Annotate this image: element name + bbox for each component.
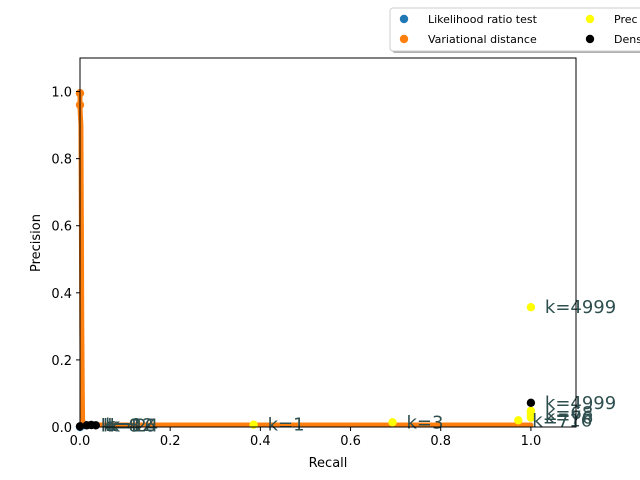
legend-label-2: Prec — [614, 13, 638, 26]
dens-point-0 — [526, 398, 536, 407]
point-annotation-4: k=716 — [532, 410, 592, 431]
prec-point-7 — [526, 406, 536, 416]
dens-point-4 — [91, 421, 101, 430]
prec-point-0 — [526, 303, 536, 312]
point-annotation-10: k=8 — [103, 415, 140, 436]
point-annotation-9: k=12 — [105, 415, 153, 436]
legend-label-1: Variational distance — [428, 33, 537, 46]
x-tick-label-3: 0.6 — [340, 434, 361, 449]
y-tick-label-5: 1.0 — [51, 86, 72, 101]
prec-point-3 — [514, 416, 523, 425]
x-tick-label-4: 0.8 — [430, 434, 451, 449]
point-annotation-2: k=1 — [268, 415, 305, 436]
point-annotation-3: k=3 — [407, 412, 444, 433]
point-annotation-8: k=16 — [108, 415, 156, 436]
point-annotation-7: k=24 — [110, 415, 158, 436]
prec-point-2 — [388, 418, 397, 427]
legend-marker-3 — [585, 34, 595, 44]
y-tick-label-1: 0.2 — [51, 354, 72, 369]
legend-label-3: Dens — [614, 33, 640, 46]
x-tick-label-2: 0.4 — [250, 434, 271, 449]
x-tick-label-0: 0.0 — [70, 434, 91, 449]
x-tick-label-5: 1.0 — [521, 434, 542, 449]
y-tick-label-4: 0.8 — [51, 153, 72, 168]
plot-frame — [79, 57, 577, 428]
axis-ticks: 0.0 0.2 0.4 0.6 0.8 1.0 0.0 0.2 0.4 0.6 0.8 1.0 — [51, 86, 541, 449]
legend-marker-1 — [399, 34, 409, 44]
legend-box — [389, 7, 640, 52]
legend-marker-0 — [399, 14, 409, 24]
x-tick-label-1: 0.2 — [160, 434, 181, 449]
point-annotation-6: k=68 — [545, 403, 593, 424]
legend-label-0: Likelihood ratio test — [428, 13, 538, 26]
prec-point-1 — [249, 420, 258, 429]
point-annotation-5: k=76 — [545, 408, 593, 429]
x-axis-label: Recall — [309, 456, 348, 471]
point-annotation-1: k=4999 — [545, 393, 616, 414]
y-tick-label-3: 0.6 — [51, 220, 72, 235]
point-annotation-11: k=4 — [101, 416, 138, 437]
y-tick-label-2: 0.4 — [51, 287, 72, 302]
y-tick-label-0: 0.0 — [51, 421, 72, 436]
legend: Likelihood ratio test Variational distanc… — [389, 7, 640, 53]
y-axis-label: Precision — [29, 214, 44, 272]
point-annotation-0: k=4999 — [545, 297, 616, 318]
legend-marker-2 — [585, 14, 595, 24]
